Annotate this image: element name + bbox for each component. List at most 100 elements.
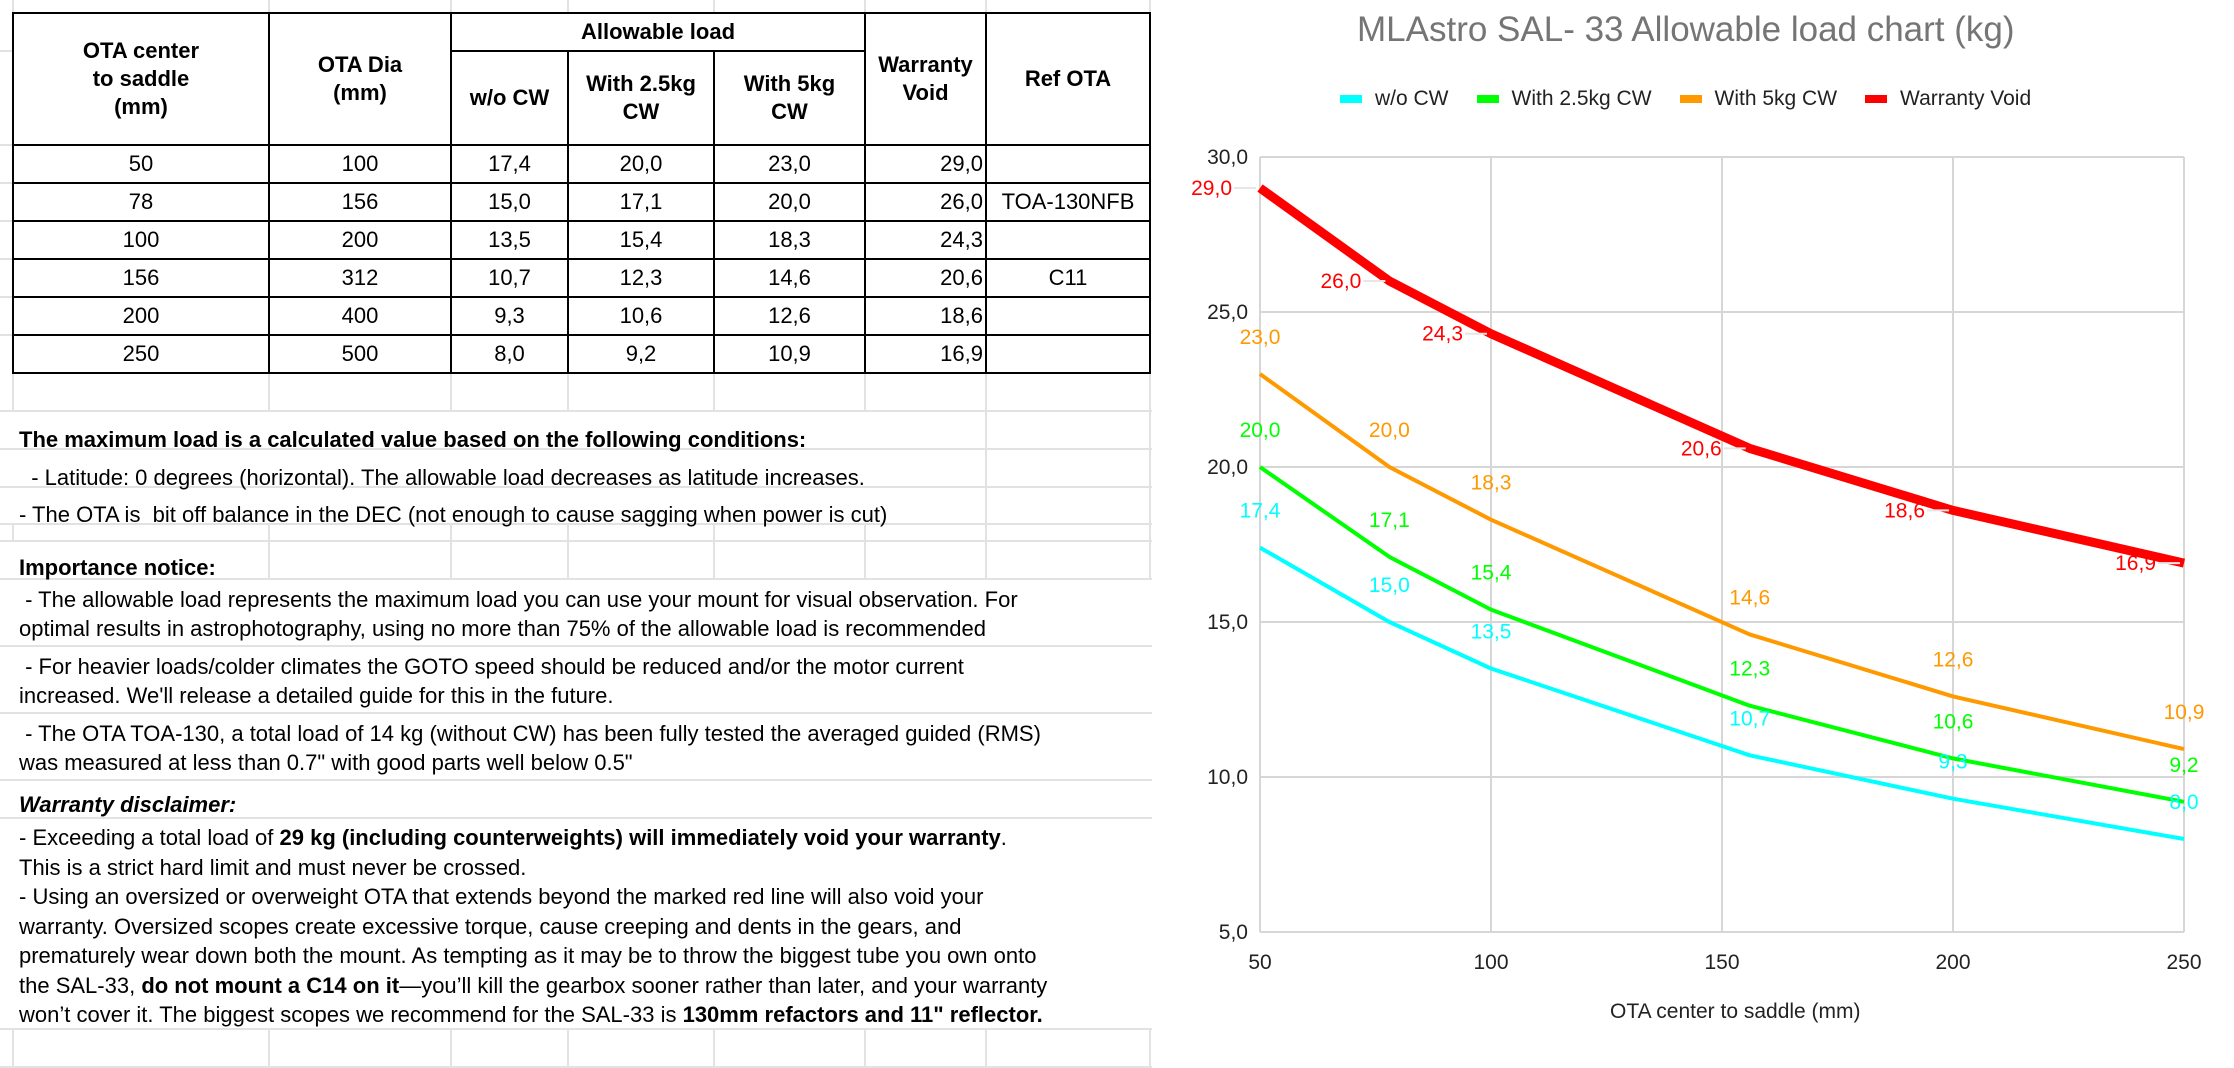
allowable-load-table: OTA center to saddle (mm) OTA Dia (mm) Allo…: [12, 12, 1151, 374]
cell-with-5kg-cw[interactable]: 23,0: [713, 144, 866, 184]
data-label: 20,6: [1681, 437, 1722, 460]
cell-with-2-5kg-cw[interactable]: 17,1: [567, 182, 715, 222]
x-tick-label: 250: [2166, 951, 2201, 974]
table-row: 200 400 9,3 10,6 12,6 18,6: [12, 296, 1151, 336]
notice-visual: - The allowable load represents the maxi…: [19, 585, 1018, 643]
cell-center-to-saddle[interactable]: 250: [12, 334, 270, 374]
notice-heavier-line-1: - For heavier loads/colder climates the …: [19, 654, 964, 679]
grid-line: [0, 296, 12, 298]
grid-line: [864, 0, 866, 1068]
cell-with-2-5kg-cw[interactable]: 9,2: [567, 334, 715, 374]
cell-with-5kg-cw[interactable]: 18,3: [713, 220, 866, 260]
data-label: 26,0: [1320, 270, 1361, 293]
legend-item-warranty-void[interactable]: Warranty Void: [1865, 87, 2031, 111]
cell-warranty-void[interactable]: 20,6: [864, 258, 987, 298]
warranty-line-1: - Exceeding a total load of 29 kg (inclu…: [19, 825, 1007, 850]
cell-with-5kg-cw[interactable]: 10,9: [713, 334, 866, 374]
cell-ref-ota[interactable]: [985, 296, 1151, 336]
condition-balance: - The OTA is bit off balance in the DEC …: [19, 502, 888, 527]
legend-swatch: [1476, 95, 1499, 103]
data-label: 9,2: [2169, 754, 2198, 777]
table-row: 50 100 17,4 20,0 23,0 29,0: [12, 144, 1151, 184]
cell-with-2-5kg-cw[interactable]: 20,0: [567, 144, 715, 184]
cell-ota-dia[interactable]: 156: [268, 182, 452, 222]
cell-ota-dia[interactable]: 500: [268, 334, 452, 374]
cell-warranty-void[interactable]: 24,3: [864, 220, 987, 260]
grid-line: [268, 0, 270, 1068]
warranty-line-2: This is a strict hard limit and must nev…: [19, 854, 527, 880]
y-tick-label: 5,0: [1219, 921, 1248, 944]
grid-line: [0, 779, 1160, 781]
grid-line: [0, 1028, 1160, 1030]
grid-line: [0, 144, 12, 146]
legend-item-with-5kg-cw[interactable]: With 5kg CW: [1679, 87, 1837, 111]
cell-warranty-void[interactable]: 16,9: [864, 334, 987, 374]
cell-with-2-5kg-cw[interactable]: 12,3: [567, 258, 715, 298]
cell-with-5kg-cw[interactable]: 14,6: [713, 258, 866, 298]
notice-toa: - The OTA TOA-130, a total load of 14 kg…: [19, 719, 1041, 777]
cell-ota-dia[interactable]: 312: [268, 258, 452, 298]
cell-center-to-saddle[interactable]: 100: [12, 220, 270, 260]
warranty-heading: Warranty disclaimer:: [19, 792, 237, 817]
grid-line: [12, 0, 14, 1068]
cell-wo-cw[interactable]: 8,0: [450, 334, 569, 374]
cell-with-2-5kg-cw[interactable]: 10,6: [567, 296, 715, 336]
cell-wo-cw[interactable]: 15,0: [450, 182, 569, 222]
header-warranty-void: Warranty Void: [864, 12, 987, 146]
y-tick-label: 15,0: [1207, 611, 1248, 634]
cell-wo-cw[interactable]: 17,4: [450, 144, 569, 184]
legend-item-wo-cw[interactable]: w/o CW: [1340, 87, 1449, 111]
header-center-to-saddle: OTA center to saddle (mm): [12, 12, 270, 146]
chart-legend: w/o CW With 2.5kg CW With 5kg CW Warrant…: [1340, 86, 2059, 112]
cell-with-2-5kg-cw[interactable]: 15,4: [567, 220, 715, 260]
x-tick-label: 200: [1935, 951, 1970, 974]
grid-line: [0, 1066, 1160, 1068]
cell-with-5kg-cw[interactable]: 12,6: [713, 296, 866, 336]
cell-center-to-saddle[interactable]: 78: [12, 182, 270, 222]
cell-ref-ota[interactable]: C11: [985, 258, 1151, 298]
cell-center-to-saddle[interactable]: 156: [12, 258, 270, 298]
cell-ota-dia[interactable]: 400: [268, 296, 452, 336]
x-tick-label: 100: [1473, 951, 1508, 974]
cell-ota-dia[interactable]: 100: [268, 144, 452, 184]
cell-wo-cw[interactable]: 13,5: [450, 220, 569, 260]
cell-wo-cw[interactable]: 10,7: [450, 258, 569, 298]
data-label: 15,0: [1369, 574, 1410, 597]
grid-line: [0, 410, 1160, 412]
header-with-2-5kg-cw: With 2.5kg CW: [567, 50, 715, 146]
merged-cell: [12, 412, 962, 448]
series-line-w-o-cw: [1259, 545, 2185, 841]
cell-warranty-void[interactable]: 26,0: [864, 182, 987, 222]
data-label: 8,0: [2169, 791, 2198, 814]
cell-wo-cw[interactable]: 9,3: [450, 296, 569, 336]
warranty-line-4: warranty. Oversized scopes create excess…: [19, 913, 962, 939]
warranty-line-7: won’t cover it. The biggest scopes we re…: [19, 1002, 1043, 1027]
data-label: 20,0: [1369, 419, 1410, 442]
legend-swatch: [1679, 95, 1702, 103]
cell-center-to-saddle[interactable]: 50: [12, 144, 270, 184]
warranty-line-6: the SAL-33, do not mount a C14 on it—you…: [19, 972, 1048, 998]
data-label: 18,3: [1471, 472, 1512, 495]
table-row: 250 500 8,0 9,2 10,9 16,9: [12, 334, 1151, 374]
cell-ref-ota[interactable]: [985, 144, 1151, 184]
cell-warranty-void[interactable]: 18,6: [864, 296, 987, 336]
merged-cell: [12, 488, 962, 523]
cell-center-to-saddle[interactable]: 200: [12, 296, 270, 336]
header-ref-ota: Ref OTA: [985, 12, 1151, 146]
merged-cell: [12, 580, 1160, 645]
data-label: 10,9: [2164, 701, 2205, 724]
cell-ref-ota[interactable]: [985, 220, 1151, 260]
grid-line: [0, 50, 12, 52]
cell-with-5kg-cw[interactable]: 20,0: [713, 182, 866, 222]
y-tick-label: 10,0: [1207, 766, 1248, 789]
data-label: 23,0: [1240, 326, 1281, 349]
grid-line: [0, 817, 1160, 819]
legend-item-with-2-5kg-cw[interactable]: With 2.5kg CW: [1476, 87, 1652, 111]
cell-ota-dia[interactable]: 200: [268, 220, 452, 260]
merged-cell: [12, 781, 1160, 817]
data-label: 13,5: [1471, 621, 1512, 644]
cell-ref-ota[interactable]: TOA-130NFB: [985, 182, 1151, 222]
cell-ref-ota[interactable]: [985, 334, 1151, 374]
cell-warranty-void[interactable]: 29,0: [864, 144, 987, 184]
